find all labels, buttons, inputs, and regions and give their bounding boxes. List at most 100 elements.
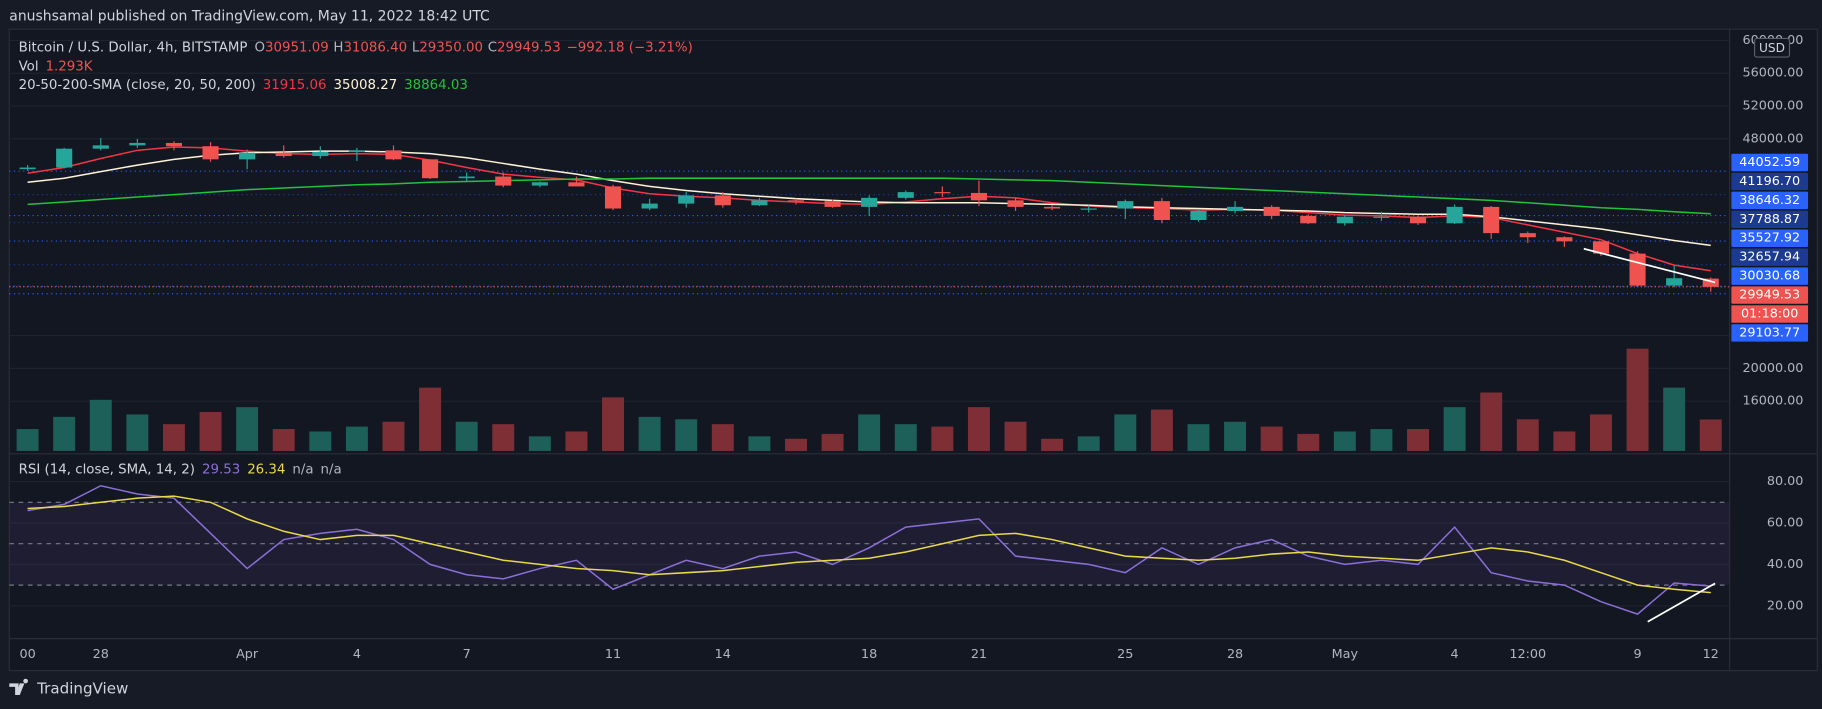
ohlc-value: 29949.53 [497, 41, 561, 56]
price-tag: 35527.92 [1739, 231, 1800, 246]
volume-bar [1150, 409, 1173, 451]
volume-bar [1224, 421, 1247, 451]
volume-bar [967, 407, 990, 451]
volume-bar [1480, 392, 1503, 451]
volume-bar [821, 433, 844, 451]
ohlc-prefix: O [254, 41, 265, 56]
rsi-line [27, 484, 1711, 615]
sma-legend: 20-50-200-SMA (close, 20, 50, 200) 31915.… [19, 78, 468, 93]
candle-body [1519, 233, 1536, 238]
candle-body [385, 150, 402, 160]
sma-value: 31915.06 [263, 78, 327, 93]
countdown: 01:18:00 [1741, 307, 1798, 322]
volume-bar [1699, 419, 1722, 451]
volume-bar [272, 429, 295, 451]
price-tag: 41196.70 [1739, 174, 1800, 189]
volume-bar [1004, 421, 1027, 451]
volume-legend: Vol 1.293K [19, 59, 94, 74]
x-tick-label: 7 [463, 647, 471, 662]
y-tick-label: 20.00 [1767, 598, 1804, 613]
volume-bar [492, 424, 515, 451]
candle-body [897, 192, 914, 198]
candle-body [678, 195, 695, 204]
candle-body [751, 200, 768, 206]
candle-body [1373, 216, 1390, 218]
x-tick-label: 11 [605, 647, 621, 662]
volume-bar [199, 411, 222, 451]
candle-body [604, 186, 622, 209]
volume-bar [711, 424, 734, 451]
sma-value: 38864.03 [404, 78, 468, 93]
rsi-ma-value: 26.34 [247, 463, 285, 478]
x-tick-label: May [1332, 647, 1359, 662]
candle-body [714, 195, 731, 206]
volume-value: 1.293K [46, 59, 94, 74]
candle-body [165, 142, 183, 147]
currency-box [1754, 37, 1791, 58]
x-tick-label: 4 [353, 647, 361, 662]
sma-line [27, 177, 1711, 215]
price-tag-box [1731, 324, 1809, 342]
candle-body [1153, 201, 1170, 220]
price-tag: 29949.53 [1739, 288, 1800, 303]
volume-bar [236, 407, 259, 451]
volume-bar [1407, 429, 1430, 451]
volume-bar [528, 436, 551, 451]
volume-bar [1626, 348, 1649, 451]
candle-body [275, 152, 292, 157]
countdown-box [1731, 305, 1809, 323]
volume-bar [565, 431, 588, 451]
ohlc-value: 29350.00 [419, 41, 483, 56]
volume-bar [1077, 436, 1100, 451]
candle-body [1007, 200, 1024, 207]
volume-bar [675, 419, 698, 451]
candle-body [202, 146, 219, 160]
candle-body [422, 159, 439, 179]
volume-bar [894, 424, 917, 451]
candle-body [1629, 253, 1646, 286]
candle-body [19, 167, 36, 170]
volume-bar [602, 397, 625, 451]
x-tick-label: 00 [19, 647, 35, 662]
rsi-na: n/a [321, 463, 342, 478]
volume-bar [419, 387, 442, 451]
candle-body [568, 182, 585, 187]
price-tag: 37788.87 [1739, 212, 1800, 227]
volume-bar [126, 414, 149, 451]
sma-value: 35008.27 [333, 78, 397, 93]
chart-frame [8, 28, 1818, 672]
x-tick-label: 4 [1451, 647, 1459, 662]
symbol-title: Bitcoin / U.S. Dollar, 4h, BITSTAMP [19, 41, 248, 56]
price-legend: Bitcoin / U.S. Dollar, 4h, BITSTAMP O3095… [19, 41, 693, 56]
price-tag-box [1731, 191, 1809, 210]
volume-bar [1589, 414, 1612, 451]
volume-bar [1041, 438, 1064, 451]
volume-title: Vol [19, 59, 39, 74]
x-tick-label: 28 [1227, 647, 1243, 662]
volume-bar [1443, 407, 1466, 451]
volume-bar [1663, 387, 1686, 451]
candle-body [531, 182, 548, 186]
candle-body [1300, 215, 1317, 224]
volume-bar [455, 421, 478, 451]
candle-body [239, 152, 256, 160]
candle-body [1044, 206, 1061, 209]
candle-body [348, 150, 365, 152]
volume-bar [785, 438, 807, 451]
price-tag: 38646.32 [1739, 193, 1800, 208]
y-tick-label: 40.00 [1767, 557, 1804, 572]
x-tick-label: Apr [236, 647, 259, 662]
candle-body [1117, 201, 1134, 209]
x-tick-label: 12 [1703, 647, 1719, 662]
footer-brand: TradingView [36, 680, 128, 698]
candle-body [1592, 241, 1610, 254]
volume-bar [53, 416, 76, 451]
volume-bar [309, 431, 332, 451]
candle-body [312, 151, 329, 157]
candle-body [56, 148, 73, 168]
change-label: −992.18 (−3.21%) [567, 41, 693, 56]
ohlc-value: 31086.40 [343, 41, 407, 56]
price-tag-box [1731, 210, 1809, 229]
y-tick-label: 52000.00 [1742, 99, 1803, 114]
